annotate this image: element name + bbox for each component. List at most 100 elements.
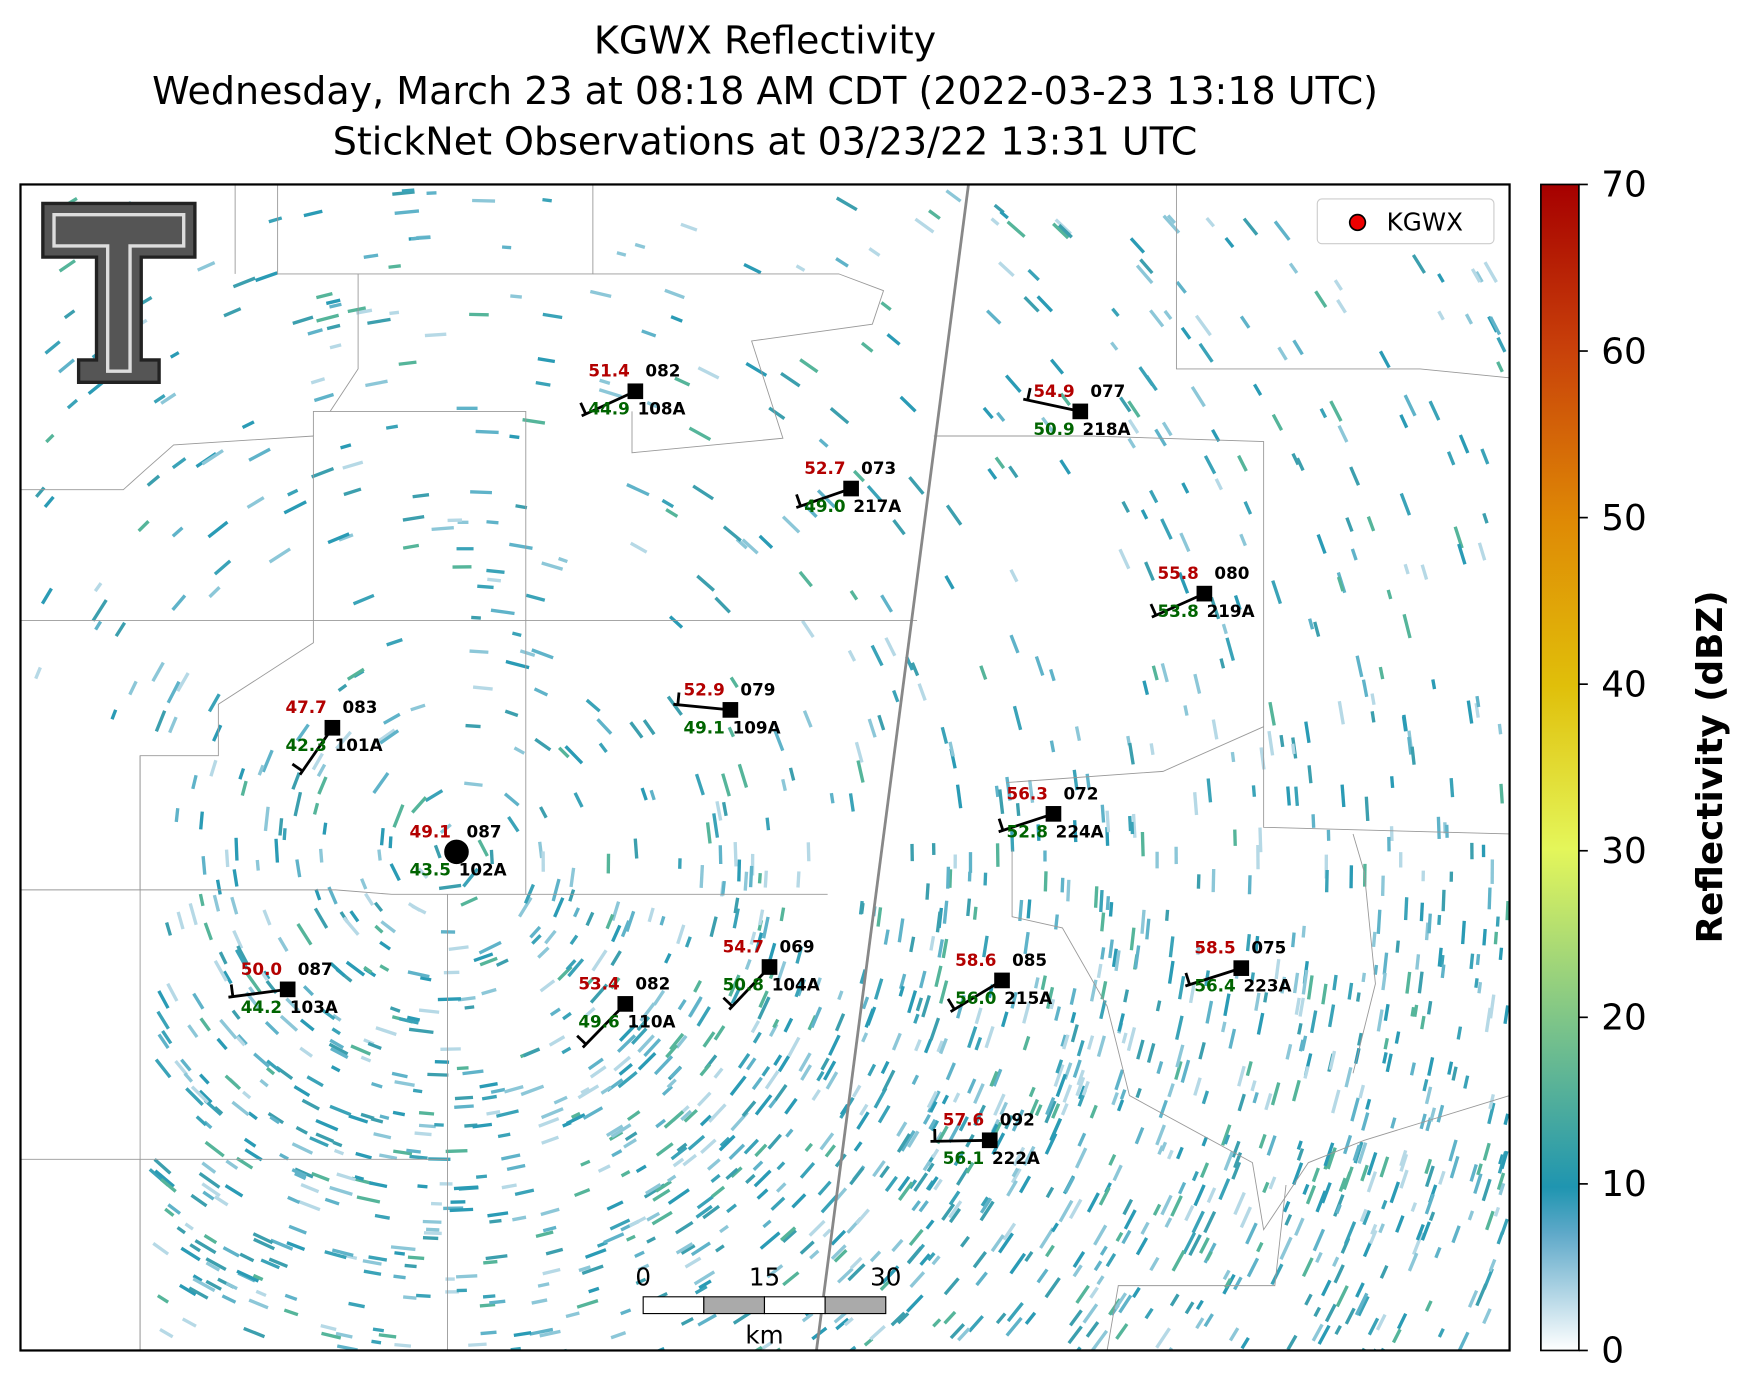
echo xyxy=(410,235,431,241)
echo xyxy=(1482,1308,1492,1325)
echo xyxy=(1127,437,1136,449)
echo xyxy=(693,1270,716,1286)
echo xyxy=(966,898,972,917)
station-id: 218A xyxy=(1083,419,1131,439)
echo xyxy=(1474,978,1479,988)
station-id: 222A xyxy=(992,1148,1040,1168)
echo xyxy=(187,1024,199,1039)
wind-barb xyxy=(673,702,731,712)
echo xyxy=(1361,972,1366,983)
echo xyxy=(1336,576,1345,592)
echo xyxy=(348,1114,369,1124)
pressure: 073 xyxy=(861,458,896,478)
echo xyxy=(733,897,740,914)
echo xyxy=(420,976,432,982)
echo xyxy=(788,767,796,781)
echo xyxy=(1054,218,1072,236)
echo xyxy=(259,969,269,981)
echo xyxy=(171,594,187,611)
echo xyxy=(157,990,170,1009)
echo xyxy=(598,742,608,754)
echo xyxy=(751,1076,763,1091)
echo xyxy=(982,935,989,958)
echo xyxy=(222,970,233,985)
echo xyxy=(1006,1302,1024,1323)
echo xyxy=(1211,428,1221,443)
echo xyxy=(606,1200,624,1211)
echo xyxy=(1424,922,1430,941)
echo xyxy=(1394,1031,1401,1044)
echo xyxy=(835,1317,850,1331)
echo xyxy=(1022,1145,1036,1166)
echo xyxy=(468,1342,487,1347)
station-id: 104A xyxy=(772,974,820,994)
wind-barb xyxy=(930,1138,990,1143)
echo xyxy=(1263,992,1269,1003)
echo xyxy=(1379,1156,1390,1178)
echo xyxy=(455,1274,478,1279)
county-lines xyxy=(20,184,1510,1351)
echo xyxy=(205,1279,222,1291)
echo xyxy=(1193,673,1202,694)
echo xyxy=(1133,945,1141,969)
echo xyxy=(1350,548,1358,561)
echo xyxy=(1015,803,1021,817)
echo xyxy=(891,1032,902,1051)
echo xyxy=(1426,1000,1433,1015)
echo xyxy=(721,801,728,817)
echo xyxy=(1111,307,1120,317)
colorbar-tick-label: 10 xyxy=(1601,1164,1647,1205)
echo xyxy=(754,1143,768,1158)
echo xyxy=(1361,679,1369,698)
echo xyxy=(637,1034,655,1053)
colorbar xyxy=(1540,183,1580,1352)
echo xyxy=(1316,534,1327,554)
temperature: 58.6 xyxy=(955,950,996,970)
station-id: 109A xyxy=(733,717,781,737)
echo xyxy=(1437,947,1443,967)
echo xyxy=(618,1063,633,1076)
echo xyxy=(1410,1006,1416,1017)
echo xyxy=(522,418,546,425)
echo xyxy=(1004,374,1022,393)
echo xyxy=(1245,1222,1258,1245)
echo xyxy=(198,893,205,907)
echo xyxy=(1036,295,1054,313)
echo xyxy=(1294,997,1301,1015)
echo xyxy=(936,1040,944,1053)
echo xyxy=(1237,1093,1246,1112)
echo xyxy=(596,718,613,735)
wind-barb-flag xyxy=(997,818,1005,831)
echo xyxy=(1279,734,1285,748)
echo xyxy=(299,1046,313,1058)
echo xyxy=(1496,1231,1505,1245)
echo xyxy=(1140,831,1145,857)
echo xyxy=(329,1104,352,1117)
echo xyxy=(1045,1186,1055,1199)
echo xyxy=(929,935,936,951)
echo xyxy=(1135,1087,1142,1099)
echo xyxy=(1044,1132,1058,1155)
echo xyxy=(1264,1093,1273,1111)
pressure: 082 xyxy=(645,361,680,381)
echo xyxy=(934,965,943,988)
echo xyxy=(855,1208,870,1225)
echo xyxy=(794,977,805,998)
echo xyxy=(1317,1324,1331,1345)
echo xyxy=(922,1113,931,1125)
echo xyxy=(1282,1200,1291,1213)
echo xyxy=(695,1204,713,1219)
echo xyxy=(911,1074,920,1085)
echo xyxy=(1160,1194,1173,1216)
echo xyxy=(568,889,576,902)
echo xyxy=(562,1011,572,1021)
echo xyxy=(991,1132,1006,1155)
temperature: 55.8 xyxy=(1157,563,1198,583)
echo xyxy=(1493,931,1499,945)
echo xyxy=(1070,1024,1079,1043)
echo xyxy=(1193,1077,1202,1096)
echo xyxy=(618,1023,637,1042)
echo xyxy=(1448,1139,1458,1162)
station-marker xyxy=(1196,585,1213,602)
